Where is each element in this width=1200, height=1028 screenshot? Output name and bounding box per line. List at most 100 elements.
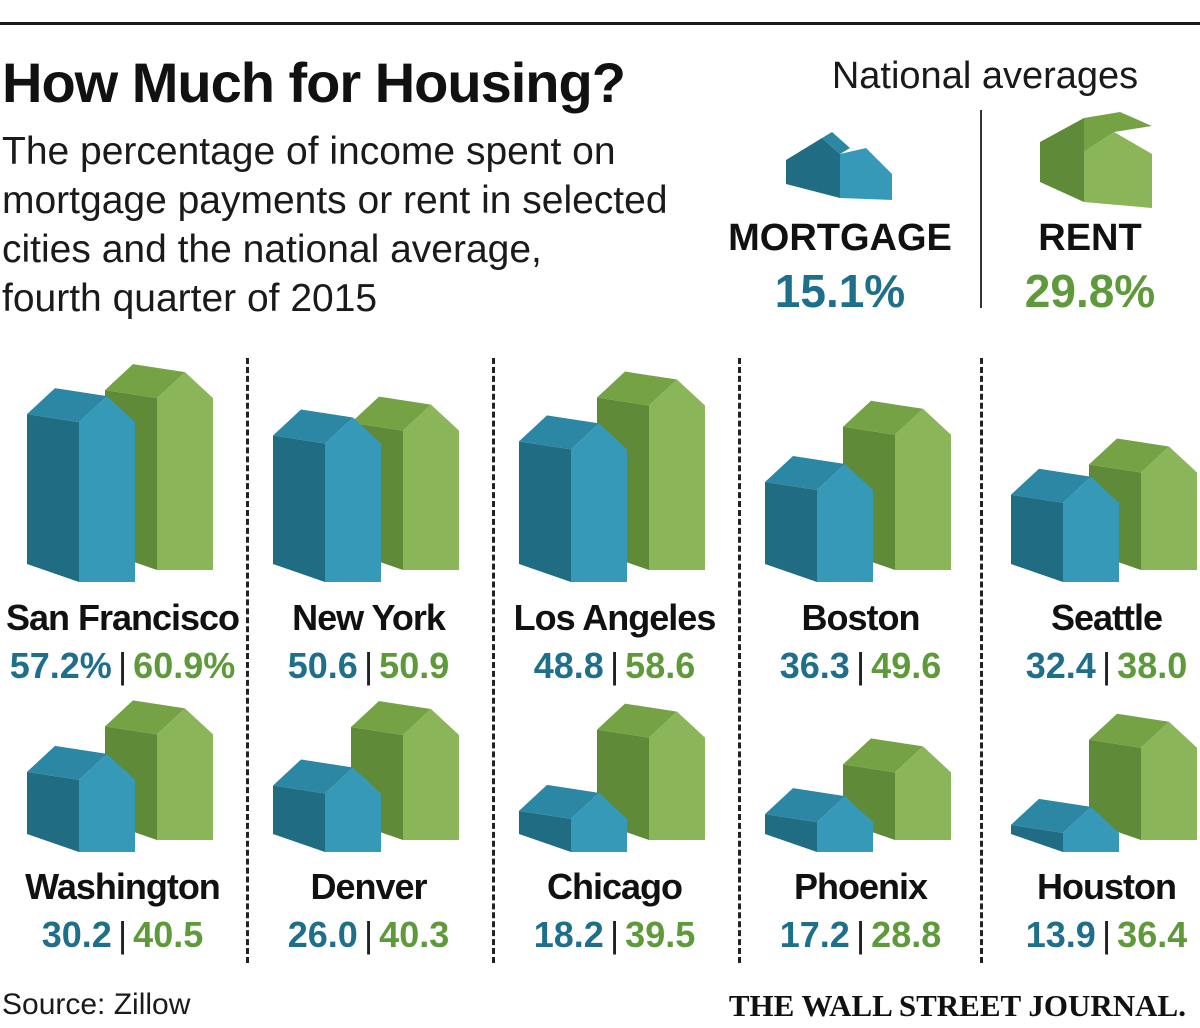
city-name: Seattle <box>1050 597 1163 638</box>
city-name: San Francisco <box>5 597 240 638</box>
city-name: Denver <box>310 866 427 907</box>
mortgage-bar-front <box>817 796 873 852</box>
mortgage-value: 18.2 <box>533 914 604 955</box>
rent-bar-roof <box>351 396 431 431</box>
column-divider <box>980 358 983 963</box>
subtitle-line: fourth quarter of 2015 <box>2 277 378 320</box>
city-name: Washington <box>25 866 221 907</box>
rent-bar-roof <box>597 371 677 406</box>
rent-bar-roof <box>843 738 923 773</box>
city-name: Houston <box>1037 866 1177 907</box>
city-values: 57.2% | 60.9% <box>0 645 245 687</box>
city-name: New York <box>292 597 446 638</box>
rent-bar-front <box>1141 446 1197 570</box>
mortgage-bar-side <box>519 810 571 852</box>
rent-bar-roof <box>105 700 185 735</box>
rent-value: 40.5 <box>133 914 204 955</box>
mortgage-value: 48.8 <box>533 645 604 686</box>
publisher-logo: THE WALL STREET JOURNAL. <box>728 988 1186 1023</box>
mortgage-bar-front <box>1063 476 1119 582</box>
city-values: 17.2 | 28.8 <box>738 914 983 956</box>
city-values: 26.0 | 40.3 <box>246 914 491 956</box>
mortgage-bar-side <box>765 482 817 582</box>
mortgage-bar-roof <box>1011 468 1091 503</box>
rent-bar-front <box>649 711 705 840</box>
rent-house-icon <box>1040 112 1152 208</box>
rent-bar-front <box>403 404 459 570</box>
mortgage-bar-side <box>27 771 79 852</box>
city-values: 48.8 | 58.6 <box>492 645 737 687</box>
rent-bar-front <box>1141 721 1197 840</box>
mortgage-bar-roof <box>1011 798 1091 833</box>
mortgage-bar-front <box>79 396 135 582</box>
mortgage-value: 17.2 <box>779 914 850 955</box>
mortgage-value: 57.2% <box>9 645 112 686</box>
city-values: 13.9 | 36.4 <box>984 914 1200 956</box>
mortgage-bar-roof <box>519 784 599 819</box>
value-separator: | <box>609 914 620 955</box>
rent-value: 28.8 <box>871 914 942 955</box>
city-values: 30.2 | 40.5 <box>0 914 245 956</box>
city-name: Phoenix <box>793 866 928 907</box>
mortgage-value: 50.6 <box>287 645 358 686</box>
rent-bar-front <box>895 408 951 570</box>
mortgage-bar-front <box>79 753 135 852</box>
value-separator: | <box>855 914 866 955</box>
city-name: Chicago <box>546 866 683 907</box>
rent-bar-roof <box>843 400 923 435</box>
mortgage-bar-front <box>571 423 627 582</box>
national-averages-heading: National averages <box>831 55 1139 97</box>
rent-bar-front <box>895 746 951 840</box>
mortgage-bar-side <box>1011 494 1063 582</box>
value-separator: | <box>363 645 374 686</box>
mortgage-bar-roof <box>519 415 599 450</box>
chart-title: How Much for Housing? <box>2 51 626 114</box>
city-values: 32.4 | 38.0 <box>984 645 1200 687</box>
mortgage-bar-side <box>519 441 571 582</box>
mortgage-bar-side <box>765 814 817 852</box>
mortgage-bar-front <box>325 767 381 852</box>
national-divider <box>980 110 982 308</box>
column-divider <box>738 358 741 963</box>
value-separator: | <box>117 914 128 955</box>
national-mortgage-value: 15.1% <box>774 265 906 317</box>
source-note: Source: Zillow <box>2 988 191 1021</box>
city-values: 36.3 | 49.6 <box>738 645 983 687</box>
rent-bar-front <box>649 379 705 570</box>
column-divider <box>492 358 495 963</box>
rent-bar-roof <box>1089 438 1169 473</box>
rent-bar-front <box>157 372 213 570</box>
mortgage-bar-front <box>1063 806 1119 852</box>
rent-value: 36.4 <box>1117 914 1188 955</box>
city-values: 18.2 | 39.5 <box>492 914 737 956</box>
rent-value: 50.9 <box>379 645 450 686</box>
mortgage-bar-roof <box>27 745 107 780</box>
rent-value: 38.0 <box>1117 645 1188 686</box>
national-mortgage-label: MORTGAGE <box>728 217 952 259</box>
mortgage-value: 30.2 <box>41 914 112 955</box>
mortgage-bar-side <box>27 414 79 582</box>
mortgage-bar-roof <box>273 409 353 444</box>
value-separator: | <box>1101 645 1112 686</box>
rent-bar-roof <box>597 703 677 738</box>
mortgage-bar-roof <box>765 456 845 491</box>
mortgage-value: 26.0 <box>287 914 358 955</box>
mortgage-bar-side <box>1011 824 1063 852</box>
mortgage-bar-front <box>817 464 873 582</box>
value-separator: | <box>363 914 374 955</box>
chart-subtitle: The percentage of income spent on mortga… <box>2 127 722 323</box>
value-separator: | <box>855 645 866 686</box>
rent-bar-front <box>403 709 459 840</box>
rent-bar-side <box>1089 739 1141 840</box>
mortgage-bar-roof <box>27 388 107 423</box>
rent-value: 39.5 <box>625 914 696 955</box>
city-values: 50.6 | 50.9 <box>246 645 491 687</box>
value-separator: | <box>117 645 128 686</box>
national-rent-value: 29.8% <box>1024 265 1156 317</box>
mortgage-value: 36.3 <box>779 645 850 686</box>
rent-bar-roof <box>1089 713 1169 748</box>
mortgage-value: 13.9 <box>1025 914 1096 955</box>
mortgage-bar-side <box>273 785 325 852</box>
rent-value: 58.6 <box>625 645 696 686</box>
